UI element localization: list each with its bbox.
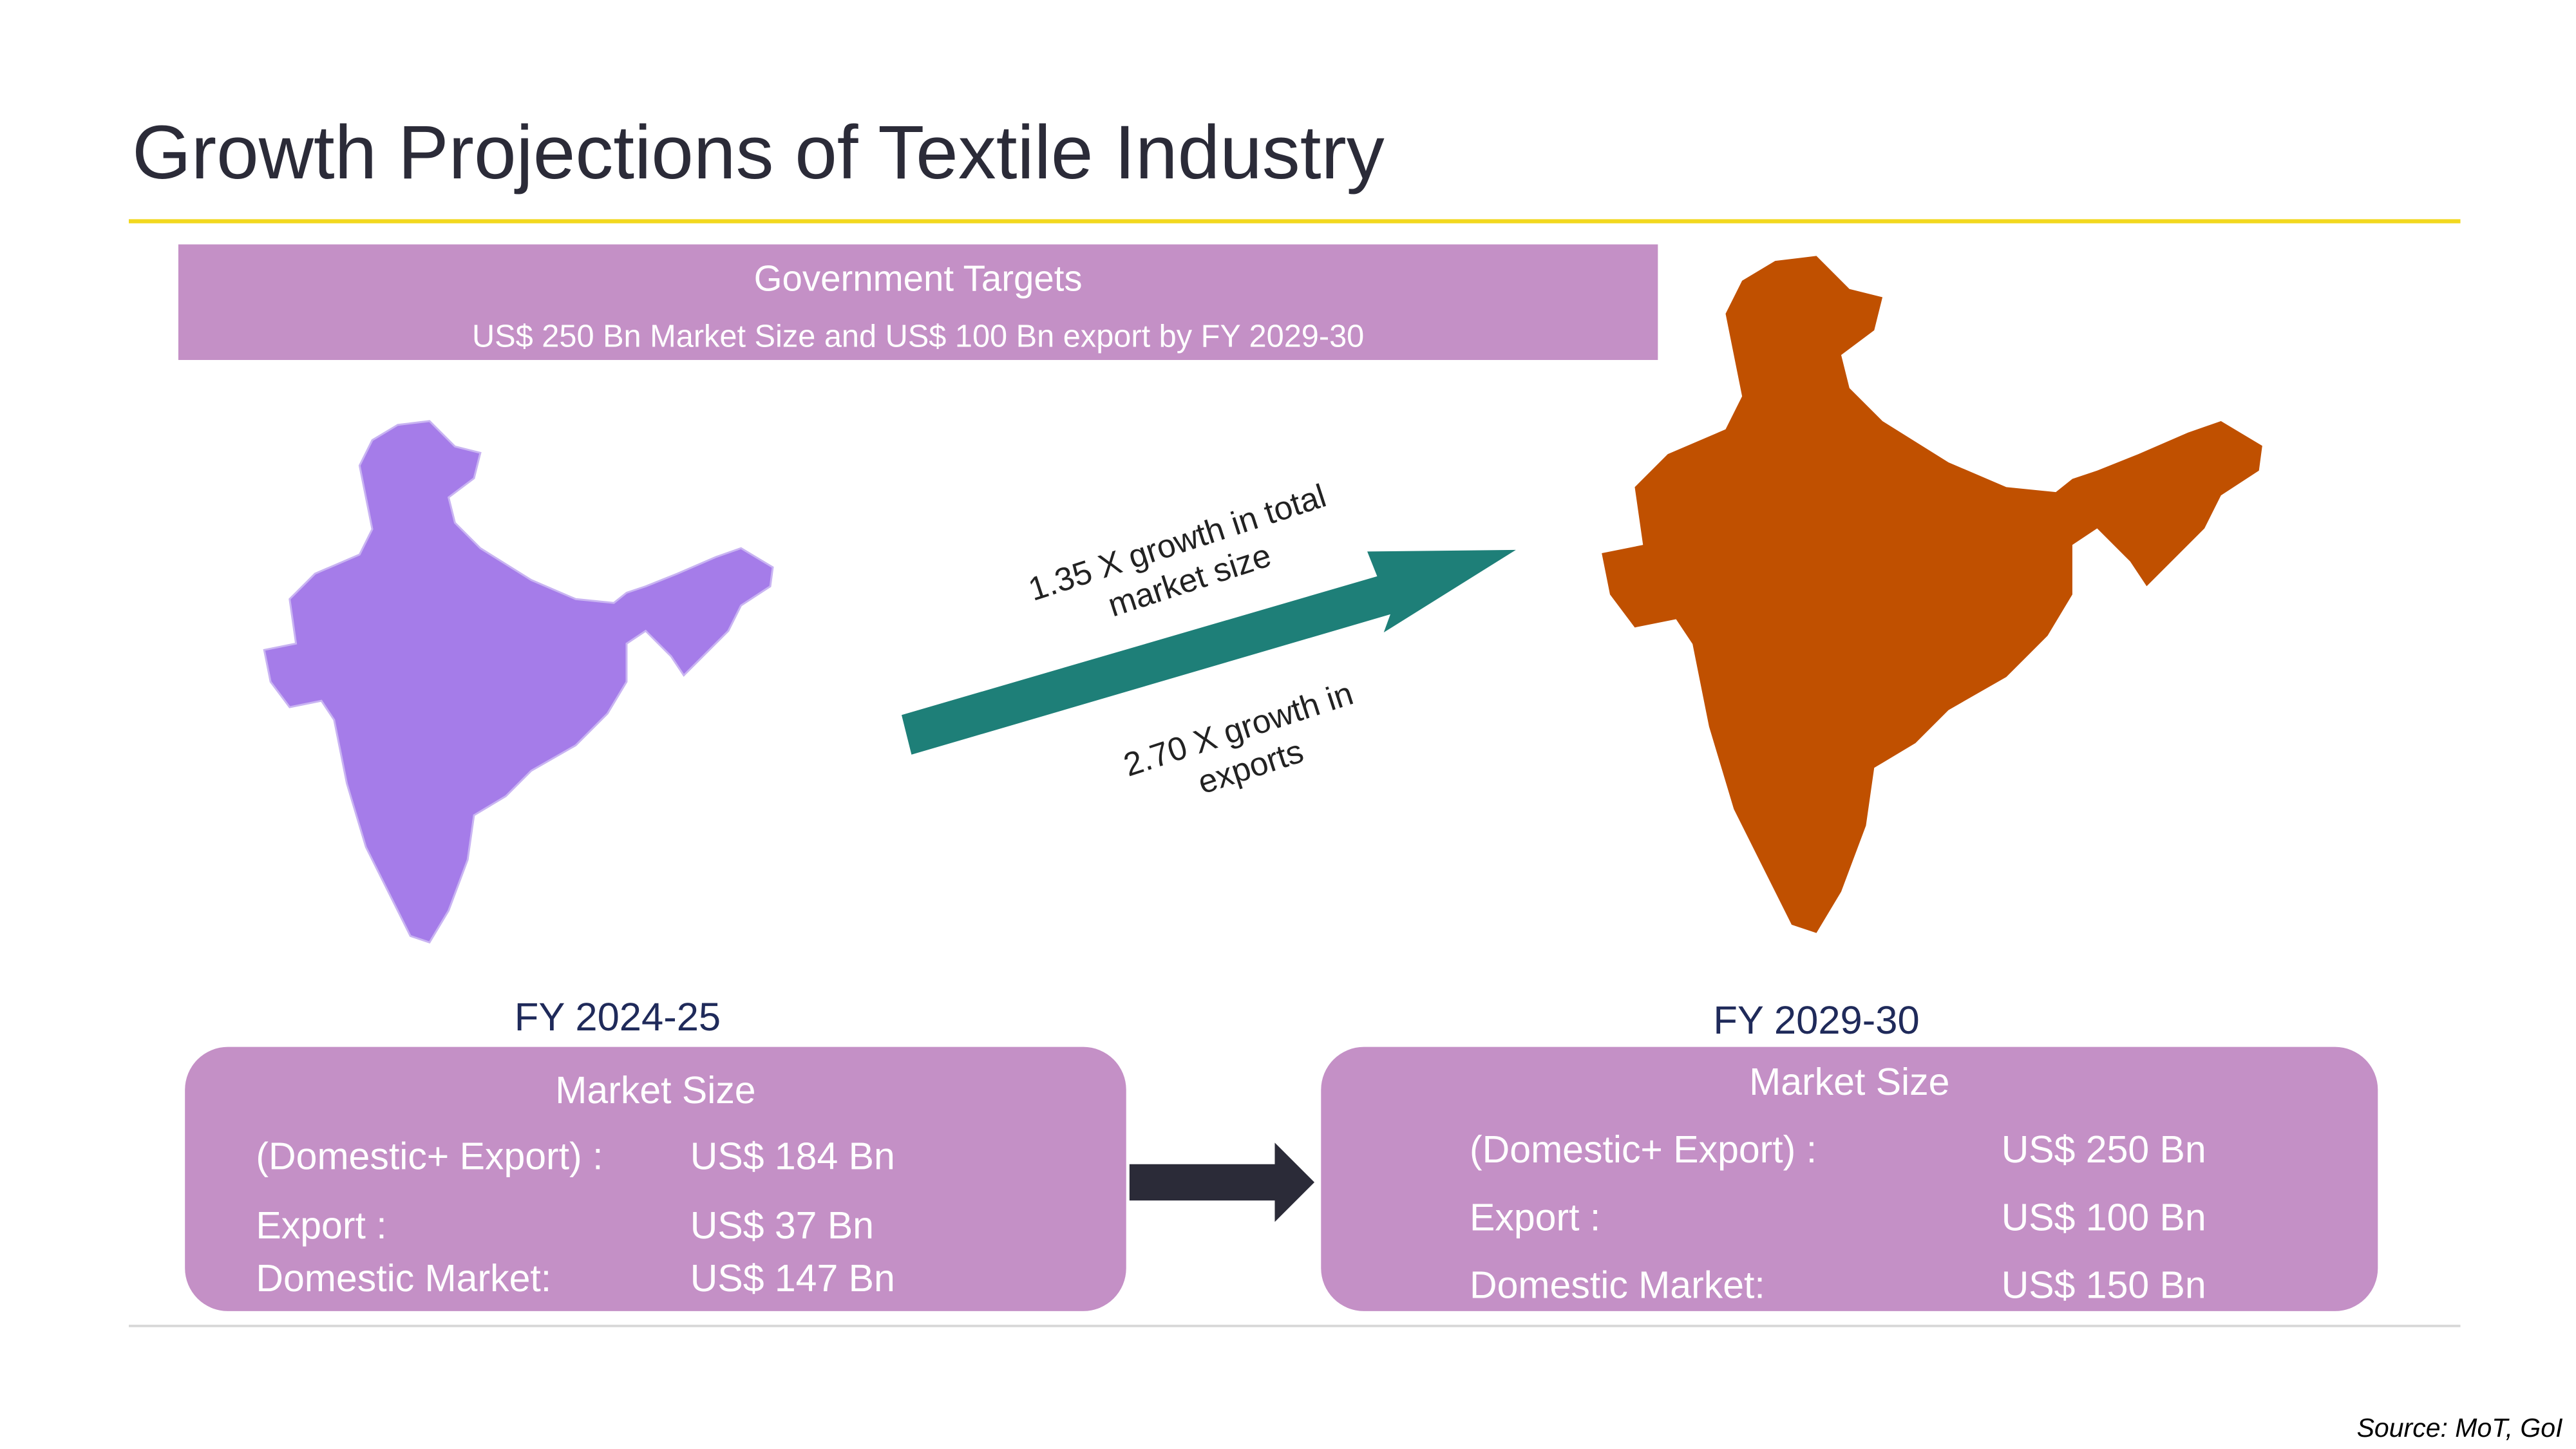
row-label: Export : xyxy=(1470,1197,1600,1238)
banner xyxy=(178,244,1658,360)
row-label: (Domestic+ Export) : xyxy=(256,1135,603,1177)
row-value: US$ 250 Bn xyxy=(2002,1129,2206,1171)
panel-heading: Market Size xyxy=(1749,1061,1949,1103)
panel: FY 2024-25 Market Size (Domestic+ Export) … xyxy=(185,995,1126,1311)
panel-heading: Market Size xyxy=(555,1070,755,1112)
row-label: Export : xyxy=(256,1205,386,1247)
row-label: Domestic Market: xyxy=(256,1258,551,1300)
panel: FY 2029-30 Market Size (Domestic+ Export) … xyxy=(1321,998,2378,1311)
banner-title: Government Targets xyxy=(754,258,1083,298)
row-label: Domestic Market: xyxy=(1470,1264,1765,1306)
growth-arrow xyxy=(902,549,1516,755)
row-value: US$ 147 Bn xyxy=(690,1258,895,1300)
india-map-2024 xyxy=(263,420,774,943)
panel-box xyxy=(1321,1046,2378,1311)
title: Growth Projections of Textile Industry xyxy=(132,109,1385,194)
row-label: (Domestic+ Export) : xyxy=(1470,1129,1817,1171)
panel-year: FY 2029-30 xyxy=(1713,998,1919,1043)
source: Source: MoT, GoI xyxy=(2357,1413,2563,1443)
panel-box xyxy=(185,1046,1126,1311)
row-value: US$ 100 Bn xyxy=(2002,1197,2206,1238)
row-value: US$ 37 Bn xyxy=(690,1205,874,1247)
panel-arrow xyxy=(1129,1142,1315,1222)
india-map-2030 xyxy=(1602,256,2262,933)
row-value: US$ 150 Bn xyxy=(2002,1264,2206,1306)
panel-year: FY 2024-25 xyxy=(515,995,721,1039)
banner-text: US$ 250 Bn Market Size and US$ 100 Bn ex… xyxy=(472,319,1364,354)
row-value: US$ 184 Bn xyxy=(690,1135,895,1177)
